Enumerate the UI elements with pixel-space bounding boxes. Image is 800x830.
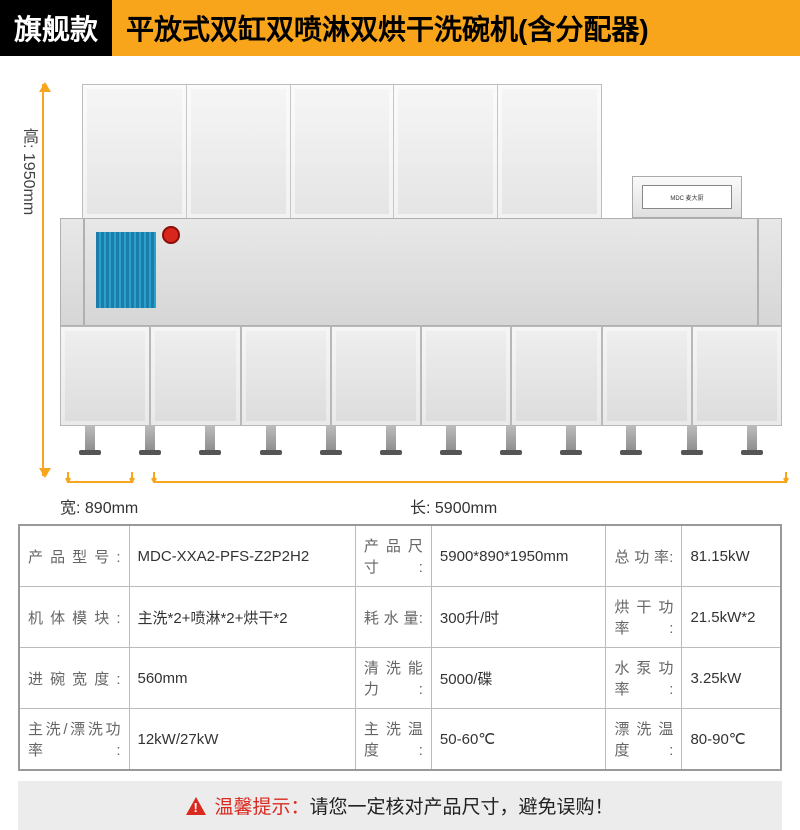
machine-illustration: MDC 麦大厨 xyxy=(60,84,782,454)
table-row: 进碗宽度: 560mm 清洗能力: 5000/碟 水泵功率: 3.25kW xyxy=(19,648,781,709)
spec-value: 21.5kW*2 xyxy=(682,587,781,648)
spec-value: 50-60℃ xyxy=(431,709,606,771)
warning-banner: 温馨提示：请您一定核对产品尺寸，避免误购！ xyxy=(18,781,782,830)
machine-top xyxy=(82,84,602,218)
machine-bottom xyxy=(60,326,782,426)
spec-value: 5000/碟 xyxy=(431,648,606,709)
spec-label: 主洗/漂洗功率: xyxy=(19,709,129,771)
warning-icon xyxy=(186,797,206,815)
length-dimension-line xyxy=(150,468,790,492)
control-panel: MDC 麦大厨 xyxy=(632,176,742,218)
width-dimension-line xyxy=(64,468,136,492)
width-dimension-label: 宽: 890mm xyxy=(60,494,138,518)
spec-value: 560mm xyxy=(129,648,355,709)
length-dimension-label: 长: 5900mm xyxy=(410,494,497,518)
header-bar: 旗舰款 平放式双缸双喷淋双烘干洗碗机(含分配器) xyxy=(0,0,800,56)
table-row: 机体模块: 主洗*2+喷淋*2+烘干*2 耗 水 量: 300升/时 烘干功率:… xyxy=(19,587,781,648)
height-dimension-line xyxy=(42,84,44,476)
spec-label: 烘干功率: xyxy=(606,587,682,648)
spec-value: 主洗*2+喷淋*2+烘干*2 xyxy=(129,587,355,648)
spec-label: 漂洗温度: xyxy=(606,709,682,771)
spec-label: 耗 水 量: xyxy=(355,587,431,648)
header-title: 平放式双缸双喷淋双烘干洗碗机(含分配器) xyxy=(112,0,800,56)
header-badge: 旗舰款 xyxy=(0,0,112,56)
warning-text: 请您一定核对产品尺寸，避免误购！ xyxy=(310,797,614,818)
warning-prefix: 温馨提示： xyxy=(214,797,309,818)
spec-label: 产品型号: xyxy=(19,525,129,587)
spec-value: 81.15kW xyxy=(682,525,781,587)
spec-label: 水泵功率: xyxy=(606,648,682,709)
spec-value: MDC-XXA2-PFS-Z2P2H2 xyxy=(129,525,355,587)
emergency-stop-icon xyxy=(162,226,180,244)
spec-label: 总 功 率: xyxy=(606,525,682,587)
machine-legs xyxy=(60,426,782,454)
machine-middle xyxy=(60,218,782,326)
spec-label: 主洗温度: xyxy=(355,709,431,771)
spec-value: 80-90℃ xyxy=(682,709,781,771)
spec-label: 进碗宽度: xyxy=(19,648,129,709)
table-row: 主洗/漂洗功率: 12kW/27kW 主洗温度: 50-60℃ 漂洗温度: 80… xyxy=(19,709,781,771)
spec-label: 清洗能力: xyxy=(355,648,431,709)
height-dimension-label: 高: 1950mm xyxy=(16,128,40,215)
spec-table: 产品型号: MDC-XXA2-PFS-Z2P2H2 产品尺寸: 5900*890… xyxy=(18,524,782,771)
control-display: MDC 麦大厨 xyxy=(642,185,732,209)
spec-value: 5900*890*1950mm xyxy=(431,525,606,587)
vent-grille xyxy=(96,232,156,308)
spec-value: 12kW/27kW xyxy=(129,709,355,771)
product-diagram: 高: 1950mm MDC 麦大厨 宽: 890mm 长: xyxy=(10,68,790,518)
spec-label: 机体模块: xyxy=(19,587,129,648)
spec-label: 产品尺寸: xyxy=(355,525,431,587)
table-row: 产品型号: MDC-XXA2-PFS-Z2P2H2 产品尺寸: 5900*890… xyxy=(19,525,781,587)
spec-value: 3.25kW xyxy=(682,648,781,709)
spec-value: 300升/时 xyxy=(431,587,606,648)
